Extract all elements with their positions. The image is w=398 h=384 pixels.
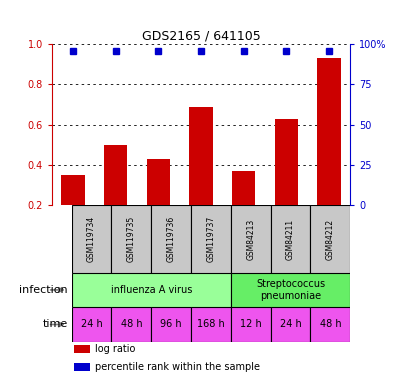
Bar (111, 307, 151, 342)
Text: 48 h: 48 h (320, 319, 341, 329)
Text: infection: infection (19, 285, 68, 295)
Bar (231, 205, 271, 273)
Bar (74, 345, 90, 353)
Text: Streptococcus
pneumoniae: Streptococcus pneumoniae (256, 279, 325, 301)
Bar (72, 307, 111, 342)
Text: GSM84211: GSM84211 (286, 218, 295, 260)
Text: GSM119737: GSM119737 (207, 216, 215, 262)
Bar (146, 159, 170, 205)
Bar (151, 205, 191, 273)
Text: GSM119734: GSM119734 (87, 216, 96, 262)
Text: GSM84212: GSM84212 (326, 218, 335, 260)
Bar (191, 307, 231, 342)
Bar (310, 307, 350, 342)
Bar (231, 273, 350, 307)
Bar (317, 58, 341, 205)
Bar (151, 307, 191, 342)
Bar (275, 119, 298, 205)
Text: 48 h: 48 h (121, 319, 142, 329)
Text: 24 h: 24 h (81, 319, 102, 329)
Bar (74, 363, 90, 371)
Bar (72, 273, 231, 307)
Bar (191, 205, 231, 273)
Text: time: time (43, 319, 68, 329)
Text: 24 h: 24 h (280, 319, 301, 329)
Text: GSM119735: GSM119735 (127, 216, 136, 262)
Text: 168 h: 168 h (197, 319, 225, 329)
Bar (310, 205, 350, 273)
Bar (271, 205, 310, 273)
Text: GSM84213: GSM84213 (246, 218, 255, 260)
Bar (271, 307, 310, 342)
Bar (232, 171, 256, 205)
Text: 12 h: 12 h (240, 319, 261, 329)
Text: 96 h: 96 h (160, 319, 182, 329)
Bar (61, 175, 85, 205)
Text: GSM119736: GSM119736 (167, 216, 176, 262)
Bar (104, 145, 127, 205)
Bar (72, 205, 111, 273)
Title: GDS2165 / 641105: GDS2165 / 641105 (142, 30, 260, 43)
Bar (189, 107, 213, 205)
Text: log ratio: log ratio (96, 344, 136, 354)
Text: influenza A virus: influenza A virus (111, 285, 192, 295)
Bar (231, 307, 271, 342)
Bar (111, 205, 151, 273)
Text: percentile rank within the sample: percentile rank within the sample (96, 362, 260, 372)
